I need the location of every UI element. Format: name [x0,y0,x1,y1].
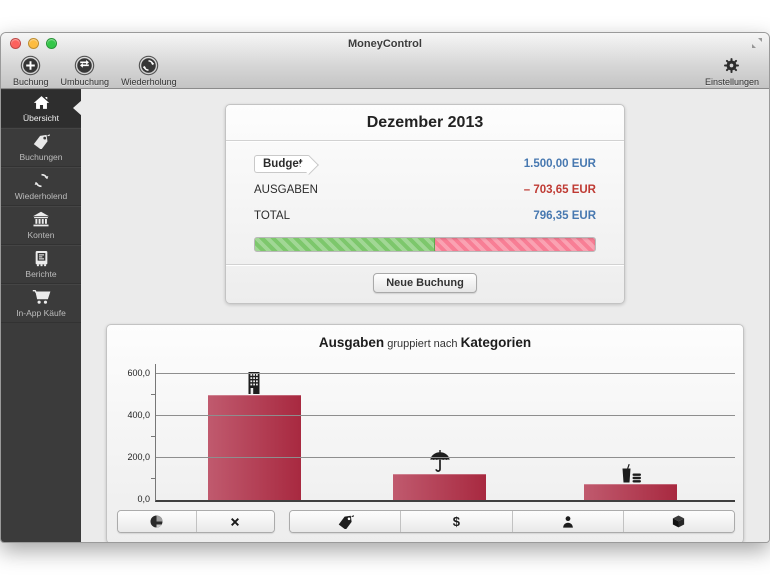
fullscreen-icon[interactable] [751,37,763,49]
zoom-icon[interactable] [46,38,57,49]
budget-label: Budget [263,158,303,170]
minimize-icon[interactable] [28,38,39,49]
chart-title-main: Ausgaben [318,335,385,350]
window-title: MoneyControl [348,38,422,50]
gridline: 600,0 [127,368,735,378]
fastfood-icon [620,464,642,483]
person-icon [562,515,573,528]
ausgaben-label: AUSGABEN [254,184,318,196]
tool-label: Umbuchung [60,77,110,87]
y-axis-minor-tick [151,478,156,480]
sidebar-item-uebersicht[interactable]: Übersicht [1,89,81,128]
tag-icon [32,133,50,150]
y-axis-minor-tick [151,394,156,396]
chart-title-mid: gruppiert nach [384,338,461,350]
sidebar-item-konten[interactable]: Konten [1,206,81,245]
wiederholung-button[interactable]: Wiederholung [121,55,177,87]
main-toolbar: Buchung Umbuchung Wiederholung Einstellu [1,54,769,88]
home-icon [33,94,50,111]
repeat-circle-icon [138,55,159,76]
chart-bar-building[interactable] [208,372,301,500]
y-axis-tick-label: 600,0 [127,368,150,379]
pie-chart-button[interactable] [118,511,196,532]
content-area: Dezember 2013 Budget 1.500,00 EUR AUSGAB… [81,89,769,542]
sidebar-item-inapp-kaeufe[interactable]: In-App Käufe [1,284,81,323]
person-button[interactable] [511,511,623,532]
package-icon [673,515,685,528]
gridline: 400,0 [127,410,735,420]
summary-title: Dezember 2013 [366,114,484,131]
chart-title-end: Kategorien [460,335,532,350]
sidebar-item-label: Buchungen [19,151,63,162]
einstellungen-button[interactable]: Einstellungen [705,55,759,87]
gridline: 200,0 [127,452,735,462]
cart-icon [32,289,51,306]
sidebar-item-label: In-App Käufe [16,307,66,318]
y-axis-tick-label: 0,0 [137,494,150,504]
summary-card: Dezember 2013 Budget 1.500,00 EUR AUSGAB… [225,104,625,304]
progress-remaining [255,238,436,251]
y-axis-minor-tick [151,436,156,438]
budget-amount: 1.500,00 EUR [523,158,596,170]
app-window: MoneyControl Buchung Umbuchung [0,32,770,543]
umbrella-icon [430,449,450,473]
total-label: TOTAL [254,210,290,222]
budget-tag[interactable]: Budget [254,155,309,173]
tool-label: Einstellungen [704,77,759,87]
sidebar-item-label: Übersicht [23,112,59,123]
gridline: 0,0 [137,494,735,504]
buchung-button[interactable]: Buchung [13,55,49,87]
ausgaben-row: AUSGABEN – 703,65 EUR [254,177,596,203]
sidebar-item-buchungen[interactable]: Buchungen [1,128,81,167]
y-axis-tick-label: 400,0 [127,410,150,421]
neue-buchung-button[interactable]: Neue Buchung [373,273,477,293]
ausgaben-amount: – 703,65 EUR [523,184,596,196]
transfer-circle-icon [74,55,95,76]
chart-type-segment [117,510,275,533]
tool-label: Buchung [13,77,49,87]
y-axis-tick-label: 200,0 [127,452,150,463]
gear-icon [723,55,740,76]
sidebar-item-berichte[interactable]: Berichte [1,245,81,284]
tag-small-icon [338,514,354,529]
traffic-lights [10,38,57,49]
building-icon [247,372,261,395]
titlebar[interactable]: MoneyControl [1,33,769,54]
chart-bar-umbrella[interactable] [393,449,486,500]
budget-row: Budget 1.500,00 EUR [254,151,596,177]
tool-label: Wiederholung [121,77,177,87]
budget-progress-bar [254,237,596,252]
chart-toolbar: $ [117,510,735,533]
close-icon[interactable] [10,38,21,49]
divider [226,264,624,265]
window-chrome: MoneyControl Buchung Umbuchung [1,33,769,89]
grouping-segment: $ [289,510,735,533]
sidebar: Übersicht Buchungen Wiederholend Konten [1,89,81,542]
umbuchung-button[interactable]: Umbuchung [60,55,110,87]
bank-icon [32,211,50,228]
chart-title: Ausgaben gruppiert nach Kategorien [107,325,743,358]
tag-filter-button[interactable] [290,511,401,532]
sidebar-item-wiederholend[interactable]: Wiederholend [1,167,81,206]
chart-bar-fastfood[interactable] [584,464,678,500]
sidebar-item-label: Berichte [25,268,57,279]
add-circle-icon [20,55,41,76]
dollar-icon: $ [452,514,460,529]
plus-icon [231,517,240,526]
total-row: TOTAL 796,35 EUR [254,203,596,229]
pie-chart-icon [150,515,163,528]
total-amount: 796,35 EUR [533,210,596,222]
chart-plot: 0,0 200,0 400,0 600,0 [127,364,735,504]
sidebar-item-label: Konten [27,229,55,240]
package-button[interactable] [622,511,734,532]
report-icon [34,250,49,267]
currency-button[interactable]: $ [400,511,512,532]
chart-card: Ausgaben gruppiert nach Kategorien [106,324,744,542]
sidebar-item-label: Wiederholend [14,190,68,201]
divider [226,140,624,141]
add-category-button[interactable] [195,511,274,532]
repeat-icon [33,172,50,189]
